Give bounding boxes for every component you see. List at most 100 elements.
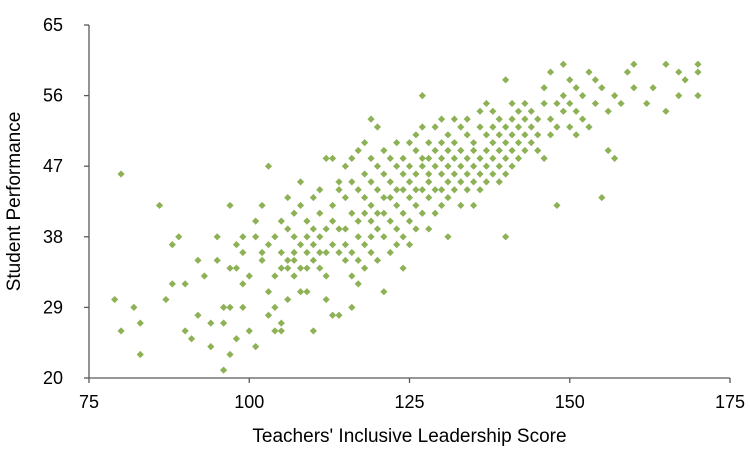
y-axis-ticks: 20 29 38 47 56 65	[43, 15, 89, 388]
data-point	[508, 115, 516, 123]
data-point	[284, 256, 292, 264]
data-point	[194, 256, 202, 264]
x-tick-label: 100	[234, 392, 264, 412]
data-point	[207, 343, 215, 351]
data-point	[341, 256, 349, 264]
data-point	[335, 186, 343, 194]
data-point	[482, 162, 491, 170]
data-point	[508, 131, 516, 139]
data-point	[418, 123, 426, 131]
data-point	[393, 162, 401, 170]
data-point	[361, 209, 369, 217]
data-point	[431, 209, 439, 217]
data-point	[309, 256, 317, 264]
data-point	[380, 233, 388, 241]
data-point	[418, 209, 426, 217]
data-point	[482, 131, 491, 139]
data-point	[252, 217, 260, 225]
data-point	[290, 233, 298, 241]
data-point	[258, 256, 266, 264]
data-point	[412, 186, 420, 194]
data-point	[354, 280, 362, 288]
data-point	[328, 217, 337, 225]
data-point	[521, 99, 529, 108]
data-point	[296, 288, 305, 296]
data-point	[604, 146, 612, 155]
data-point	[354, 256, 362, 264]
data-point	[341, 193, 349, 202]
data-point	[393, 225, 401, 233]
data-point	[328, 311, 337, 319]
data-point	[585, 68, 593, 76]
data-point	[559, 92, 567, 100]
data-point	[361, 139, 369, 147]
data-point	[361, 241, 369, 249]
data-point	[502, 123, 510, 131]
data-point	[508, 162, 516, 170]
data-point	[393, 139, 401, 147]
data-point	[444, 162, 452, 170]
data-point	[553, 99, 561, 108]
data-point	[444, 233, 452, 241]
data-point	[309, 241, 317, 249]
data-point	[335, 311, 343, 319]
data-point	[502, 154, 510, 162]
data-point	[514, 107, 523, 115]
data-point	[226, 350, 234, 359]
data-point	[380, 209, 388, 217]
data-point	[643, 99, 651, 108]
data-point	[540, 99, 548, 108]
data-point	[232, 241, 241, 249]
data-point	[354, 217, 362, 225]
data-point	[348, 154, 356, 162]
data-point	[367, 233, 375, 241]
data-point	[130, 303, 138, 311]
data-point	[322, 272, 330, 280]
data-point	[559, 60, 567, 68]
data-point	[476, 123, 484, 131]
data-point	[444, 146, 452, 155]
data-point	[303, 264, 311, 272]
data-point	[309, 225, 317, 233]
data-point	[502, 233, 510, 241]
data-point	[514, 123, 523, 131]
data-point	[598, 193, 606, 202]
data-point	[444, 193, 452, 202]
data-point	[316, 264, 324, 272]
data-point	[373, 186, 382, 194]
data-point	[450, 115, 458, 123]
data-point	[566, 123, 574, 131]
data-point	[264, 288, 273, 296]
data-point	[296, 201, 305, 210]
data-point	[220, 303, 228, 311]
data-point	[207, 319, 215, 327]
data-point	[572, 84, 580, 92]
data-point	[296, 264, 305, 272]
data-point	[418, 154, 426, 162]
data-point	[425, 139, 433, 147]
data-point	[437, 170, 446, 178]
data-point	[431, 186, 439, 194]
data-point	[450, 154, 458, 162]
data-point	[418, 162, 426, 170]
data-point	[450, 139, 458, 147]
data-point	[412, 146, 420, 155]
data-point	[380, 193, 388, 202]
data-point	[425, 170, 433, 178]
data-point	[489, 170, 497, 178]
data-point	[386, 248, 394, 257]
data-point	[284, 264, 292, 272]
data-point	[380, 288, 388, 296]
data-point	[630, 84, 638, 92]
data-point	[470, 139, 478, 147]
data-point	[527, 107, 535, 115]
data-point	[277, 217, 285, 225]
data-point	[354, 146, 362, 155]
y-tick-label: 20	[43, 368, 63, 388]
data-point	[399, 186, 407, 194]
data-point	[220, 366, 228, 374]
data-point	[502, 76, 510, 84]
data-point	[284, 193, 292, 202]
data-point	[476, 107, 484, 115]
data-point	[489, 107, 497, 115]
